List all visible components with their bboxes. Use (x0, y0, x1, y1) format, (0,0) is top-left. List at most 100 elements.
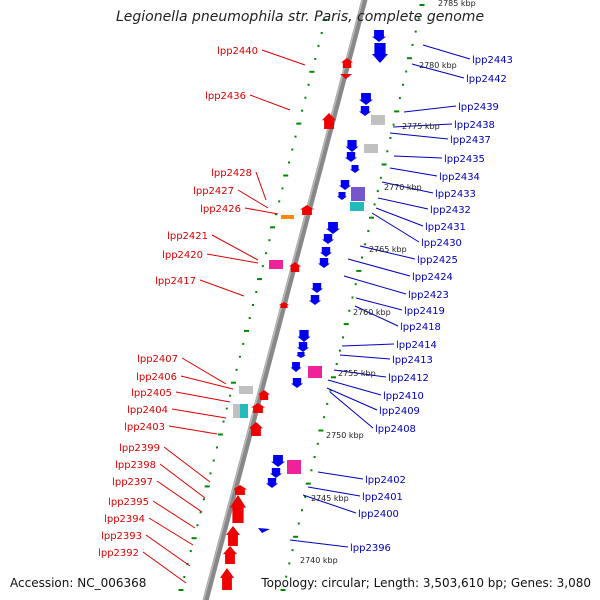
ruler-left-dot (199, 511, 202, 514)
ruler-left-dot (189, 550, 192, 553)
ruler-right-dot (411, 43, 414, 46)
ruler-left-dot (209, 472, 212, 475)
ruler-left-dot (216, 446, 218, 449)
leader-line (389, 132, 449, 140)
leader-line (317, 471, 364, 480)
reverse-gene (220, 568, 234, 590)
repeat-feature (287, 460, 301, 474)
gene-label-lpp2439: lpp2439 (458, 102, 499, 113)
ruler-right-dot (351, 296, 354, 299)
gene-label-lpp2423: lpp2423 (408, 290, 449, 301)
gene-label-lpp2435: lpp2435 (444, 154, 485, 165)
forward-gene (291, 378, 303, 388)
ruler-right-dot (373, 203, 376, 206)
ruler-left-dot (191, 537, 197, 540)
scale-label: 2740 kbp (300, 556, 338, 565)
ruler-left-dot (304, 96, 307, 99)
ruler-right-dot (398, 97, 401, 100)
leader-line (359, 245, 416, 260)
reverse-gene (233, 485, 247, 495)
rna-feature (240, 404, 248, 418)
genome-title: Legionella pneumophila str. Paris, compl… (115, 9, 485, 25)
gene-label-lpp2405: lpp2405 (131, 388, 172, 399)
leader-line (206, 253, 259, 264)
scale-label: 2785 kbp (438, 0, 476, 8)
ruler-left-dot (320, 32, 323, 34)
leader-line (145, 534, 191, 567)
ruler-right-dot (343, 323, 349, 326)
leader-line (180, 375, 234, 390)
ruler-right-dot (313, 456, 316, 458)
ruler-right-dot (316, 442, 319, 445)
gene-label-lpp2443: lpp2443 (472, 55, 513, 66)
ruler-right-dot (342, 336, 344, 339)
leader-line (175, 391, 231, 403)
ruler-left-dot (252, 304, 254, 306)
ruler-right-dot (386, 150, 389, 153)
leader-line (307, 486, 361, 497)
ruler-left-dot (248, 317, 251, 319)
ruler-right-dot (392, 123, 395, 126)
leader-line (329, 391, 374, 429)
ruler-left-dot (314, 57, 317, 60)
gene-label-lpp2414: lpp2414 (396, 340, 437, 351)
forward-gene (270, 468, 282, 478)
gene-label-lpp2404: lpp2404 (127, 405, 168, 416)
leader-line (377, 197, 429, 210)
ruler-right-dot (379, 176, 382, 179)
forward-gene (326, 222, 340, 234)
leader-line (199, 279, 245, 297)
ruler-right-dot (361, 256, 363, 259)
leader-line (261, 49, 306, 66)
gene-labels: lpp2440 lpp2436 lpp2428 lpp2427 lpp2426 lpp24… (98, 46, 513, 559)
ruler-left-dot (217, 433, 223, 436)
leader-line (302, 494, 357, 514)
gene-label-lpp2418: lpp2418 (400, 322, 441, 333)
ruler-left-dot (178, 589, 184, 591)
reverse-gene (341, 58, 353, 68)
ruler-left-dot (229, 394, 232, 397)
gene-label-lpp2392: lpp2392 (98, 548, 139, 559)
ruler-right-dot (338, 349, 341, 352)
reverse-gene (340, 74, 352, 79)
gene-label-lpp2436: lpp2436 (205, 91, 246, 102)
ruler-right-dot (405, 70, 408, 73)
reverse-gene (230, 495, 246, 523)
ruler-left-dot (309, 70, 315, 73)
forward-gene (318, 258, 330, 268)
forward-gene (309, 295, 321, 305)
ruler-right-dot (367, 230, 370, 232)
ruler-right-dot (329, 389, 332, 392)
gene-label-lpp2442: lpp2442 (466, 74, 507, 85)
ruler-right-dot (335, 363, 338, 365)
ruler-right-dot (323, 416, 326, 419)
gene-label-lpp2401: lpp2401 (362, 492, 403, 503)
ruler-left-dot (235, 368, 238, 371)
ruler-left-dot (322, 19, 328, 21)
label-leader-lines (142, 44, 471, 584)
ruler-right-dot (402, 83, 404, 86)
ruler-right-dot (348, 309, 351, 312)
leader-line (244, 207, 279, 215)
ruler-left-dot (244, 329, 249, 332)
forward-gene (271, 455, 285, 467)
forward-gene (345, 140, 359, 152)
scale-labels: 2785 kbp 2780 kbp 2775 kbp 2770 kbp 2765 kbp… (300, 0, 476, 565)
leader-line (393, 155, 443, 159)
ruler-right-dot (293, 535, 299, 538)
leader-line (255, 171, 267, 201)
reverse-gene (300, 205, 314, 215)
leader-line (152, 500, 196, 529)
forward-gene (296, 352, 306, 358)
gene-label-lpp2407: lpp2407 (137, 354, 178, 365)
gene-label-lpp2424: lpp2424 (412, 272, 453, 283)
gene-label-lpp2425: lpp2425 (417, 255, 458, 266)
accession-text: Accession: NC_006368 (10, 576, 147, 590)
ruler-right-dot (406, 57, 412, 60)
misc-feature (281, 215, 294, 219)
gene-label-lpp2393: lpp2393 (101, 531, 142, 542)
reverse-gene (223, 546, 237, 564)
genome-backbone (202, 0, 368, 600)
forward-gene (372, 30, 386, 42)
ruler-right-dot (304, 495, 307, 498)
